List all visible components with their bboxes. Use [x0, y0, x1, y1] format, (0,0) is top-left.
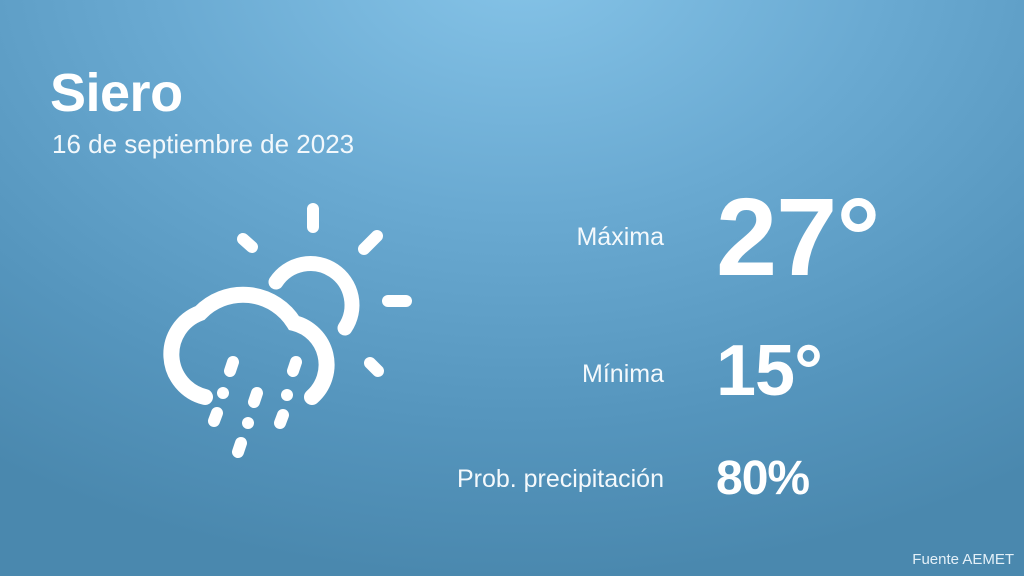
forecast-date: 16 de septiembre de 2023: [52, 129, 355, 159]
max-temp-value: 27°: [716, 176, 880, 299]
data-source: Fuente AEMET: [912, 551, 1014, 568]
rain-drops-icon: [208, 356, 302, 458]
precip-label: Prob. precipitación: [456, 465, 664, 493]
min-temp-label: Mínima: [582, 360, 664, 388]
min-temp-value: 15°: [716, 331, 823, 411]
city-name: Siero: [50, 63, 183, 123]
cloud-icon: [163, 286, 335, 405]
sun-icon: [237, 203, 412, 377]
precip-value: 80%: [716, 452, 810, 505]
max-temp-label: Máxima: [576, 223, 664, 251]
